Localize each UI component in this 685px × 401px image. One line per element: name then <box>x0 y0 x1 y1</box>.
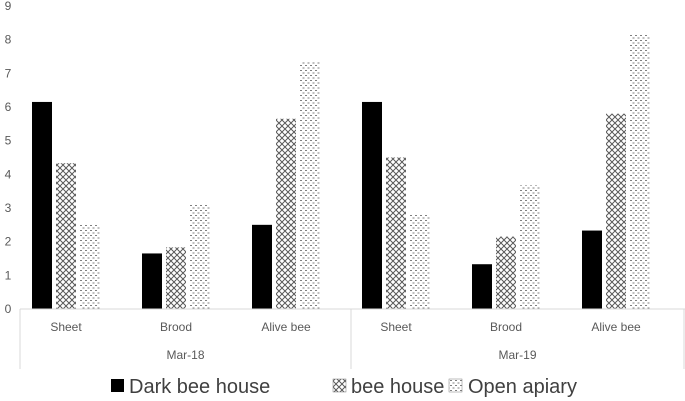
bar <box>386 157 406 309</box>
x-tick-label: Brood <box>490 320 522 334</box>
bar <box>606 113 626 309</box>
bar <box>252 224 272 309</box>
x-axis: Sheet Brood Alive bee Mar-18 Sheet Brood Alive… <box>19 308 685 369</box>
bar <box>166 247 186 309</box>
bar <box>582 230 602 309</box>
legend-swatch <box>111 379 124 392</box>
y-tick-label: 1 <box>5 268 12 282</box>
legend-label: Dark bee house <box>129 376 270 398</box>
bars <box>32 34 650 310</box>
bar <box>410 214 430 309</box>
y-tick-label: 6 <box>5 100 12 114</box>
x-tick-label: Sheet <box>380 320 412 334</box>
x-group-label: Mar-19 <box>498 348 536 362</box>
y-tick-label: 8 <box>5 33 12 47</box>
y-tick-label: 0 <box>5 302 12 316</box>
y-tick-label: 2 <box>5 235 12 249</box>
x-tick-label: Alive bee <box>261 320 311 334</box>
y-tick-label: 9 <box>5 0 12 13</box>
y-tick-label: 3 <box>5 201 12 215</box>
x-group-label: Mar-18 <box>166 348 204 362</box>
y-tick-label: 4 <box>5 167 12 181</box>
bar <box>520 185 540 309</box>
x-tick-label: Sheet <box>50 320 82 334</box>
bar <box>56 163 76 309</box>
bar <box>276 118 296 310</box>
bar <box>142 253 162 309</box>
legend-label: Open apiary <box>468 376 577 398</box>
bar <box>472 264 492 309</box>
legend-swatch <box>332 378 347 393</box>
bar <box>80 224 100 309</box>
legend-swatch <box>448 378 463 393</box>
bar <box>32 101 52 309</box>
bar <box>300 62 320 310</box>
y-tick-label: 7 <box>5 66 12 80</box>
bar <box>362 101 382 309</box>
legend: Dark bee house bee house Open apiary <box>111 376 577 398</box>
bar <box>630 34 650 309</box>
bar <box>190 204 210 309</box>
y-tick-label: 5 <box>5 134 12 148</box>
x-tick-label: Alive bee <box>591 320 641 334</box>
bar <box>496 236 516 309</box>
legend-label: bee house <box>351 376 444 398</box>
x-tick-label: Brood <box>160 320 192 334</box>
y-axis: 0 1 2 3 4 5 6 7 8 9 <box>5 0 12 316</box>
